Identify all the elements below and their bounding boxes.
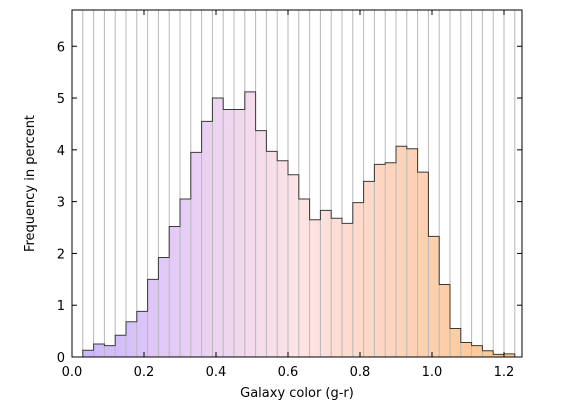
- histogram-bar: [201, 121, 213, 358]
- x-tick-label: 0.6: [278, 365, 299, 380]
- histogram-outline: [82, 91, 516, 357]
- histogram-bars: [82, 91, 515, 358]
- histogram-bar: [298, 199, 310, 357]
- y-tick-label: 4: [57, 144, 65, 159]
- histogram-bar: [482, 350, 494, 357]
- y-tick-label: 6: [57, 40, 65, 55]
- y-tick-label: 5: [57, 92, 65, 107]
- histogram-bar: [471, 345, 483, 357]
- histogram-bar: [234, 109, 245, 357]
- histogram-bar: [504, 353, 515, 357]
- histogram-bar: [223, 109, 234, 357]
- histogram-bar: [439, 284, 450, 357]
- x-axis-title: Galaxy color (g-r): [240, 386, 354, 401]
- histogram-bar: [417, 172, 429, 357]
- histogram-bar: [460, 342, 472, 357]
- histogram-bar: [158, 257, 170, 357]
- histogram-bar: [374, 164, 386, 357]
- histogram-bar: [266, 151, 278, 357]
- histogram-bar: [115, 335, 126, 357]
- y-tick-label: 1: [57, 299, 65, 314]
- histogram-bar: [136, 311, 148, 357]
- histogram-bar: [396, 146, 407, 357]
- histogram-bar: [126, 321, 137, 357]
- histogram-bar: [428, 236, 440, 357]
- x-tick-label: 0.4: [206, 365, 227, 380]
- axis-ticks: 0.0 0.2 0.4 0.6 0.8 1.0 1.2 0 1 2 3 4 5 6: [57, 10, 522, 380]
- plot-frame: [71, 9, 523, 358]
- x-tick-label: 0.8: [350, 365, 371, 380]
- histogram-bar: [331, 218, 342, 357]
- y-tick-label: 3: [57, 196, 65, 211]
- histogram-bar: [190, 152, 202, 357]
- histogram-bar: [493, 354, 504, 357]
- histogram-bar: [363, 181, 375, 357]
- histogram-bar: [212, 98, 224, 358]
- histogram-bar: [82, 350, 94, 357]
- x-tick-label: 1.0: [422, 365, 443, 380]
- y-axis-title: Frequency in percent: [23, 115, 38, 252]
- x-tick-label: 0.2: [134, 365, 155, 380]
- histogram-bar: [342, 223, 353, 357]
- x-tick-label: 1.2: [494, 365, 515, 380]
- histogram-bar: [309, 219, 321, 357]
- histogram-bar: [352, 202, 364, 357]
- y-tick-label: 0: [57, 351, 65, 366]
- histogram-bar: [277, 160, 288, 357]
- histogram-bar: [406, 148, 418, 357]
- histogram-bar: [450, 328, 461, 357]
- x-tick-label: 0.0: [62, 365, 83, 380]
- histogram-bar: [147, 279, 159, 357]
- histogram-bar: [244, 91, 256, 358]
- histogram-bar: [385, 162, 396, 357]
- histogram-bar: [180, 199, 191, 357]
- histogram-bar: [93, 344, 105, 357]
- histogram-bar: [320, 210, 332, 357]
- y-tick-label: 2: [57, 247, 65, 262]
- histogram-bar: [288, 174, 299, 357]
- grid-lines: [82, 10, 516, 357]
- histogram-bar: [169, 226, 180, 357]
- histogram-bar: [104, 345, 116, 357]
- histogram-bar: [255, 130, 267, 357]
